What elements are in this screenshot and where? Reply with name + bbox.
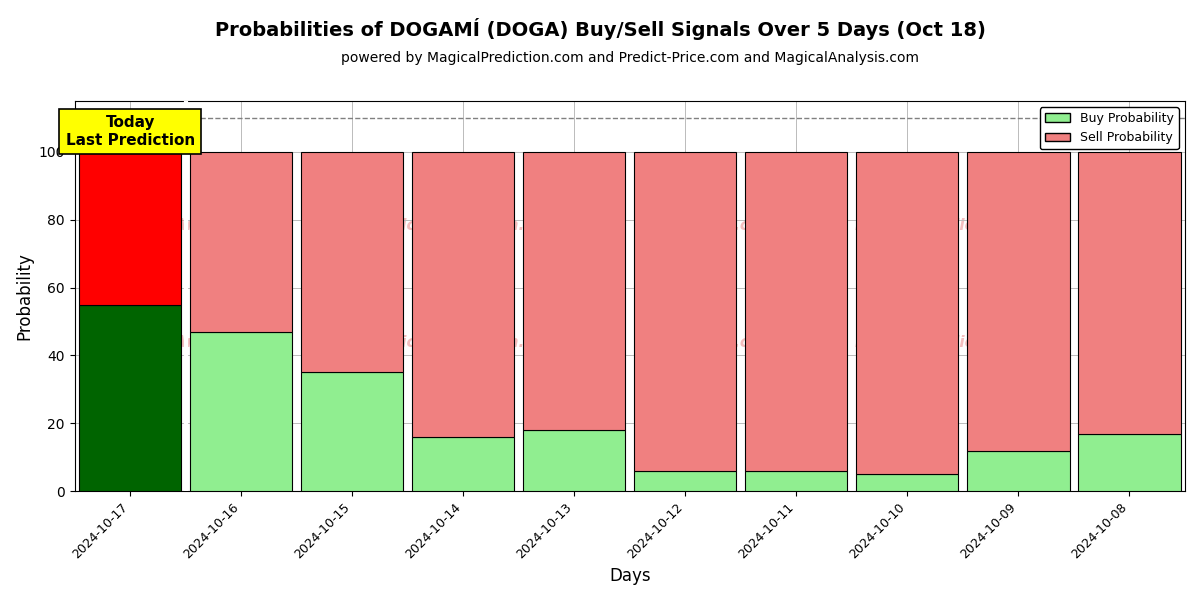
- Text: Probabilities of DOGAMÍ (DOGA) Buy/Sell Signals Over 5 Days (Oct 18): Probabilities of DOGAMÍ (DOGA) Buy/Sell …: [215, 18, 985, 40]
- Bar: [1079, 434, 1181, 491]
- Y-axis label: Probability: Probability: [16, 252, 34, 340]
- Bar: [967, 451, 1069, 491]
- X-axis label: Days: Days: [610, 567, 650, 585]
- Title: powered by MagicalPrediction.com and Predict-Price.com and MagicalAnalysis.com: powered by MagicalPrediction.com and Pre…: [341, 51, 919, 65]
- Text: calAnalysis.com: calAnalysis.com: [638, 335, 776, 350]
- Bar: [412, 437, 515, 491]
- Text: calAnalysis.com: calAnalysis.com: [638, 218, 776, 233]
- Bar: [190, 332, 293, 491]
- Bar: [745, 471, 847, 491]
- Bar: [967, 152, 1069, 451]
- Bar: [523, 152, 625, 430]
- Text: MagicalPrediction.com: MagicalPrediction.com: [366, 335, 560, 350]
- Bar: [301, 373, 403, 491]
- Bar: [745, 152, 847, 471]
- Text: calAnalysis.com: calAnalysis.com: [150, 335, 288, 350]
- Text: MagicalPrediction.com: MagicalPrediction.com: [854, 218, 1049, 233]
- Text: Today
Last Prediction: Today Last Prediction: [66, 115, 194, 148]
- Bar: [301, 152, 403, 373]
- Bar: [190, 152, 293, 332]
- Bar: [857, 474, 959, 491]
- Bar: [79, 152, 181, 305]
- Bar: [523, 430, 625, 491]
- Legend: Buy Probability, Sell Probability: Buy Probability, Sell Probability: [1040, 107, 1178, 149]
- Bar: [79, 305, 181, 491]
- Bar: [412, 152, 515, 437]
- Text: calAnalysis.com: calAnalysis.com: [150, 218, 288, 233]
- Bar: [635, 471, 737, 491]
- Text: MagicalPrediction.com: MagicalPrediction.com: [854, 335, 1049, 350]
- Bar: [635, 152, 737, 471]
- Bar: [857, 152, 959, 474]
- Bar: [1079, 152, 1181, 434]
- Text: MagicalPrediction.com: MagicalPrediction.com: [366, 218, 560, 233]
